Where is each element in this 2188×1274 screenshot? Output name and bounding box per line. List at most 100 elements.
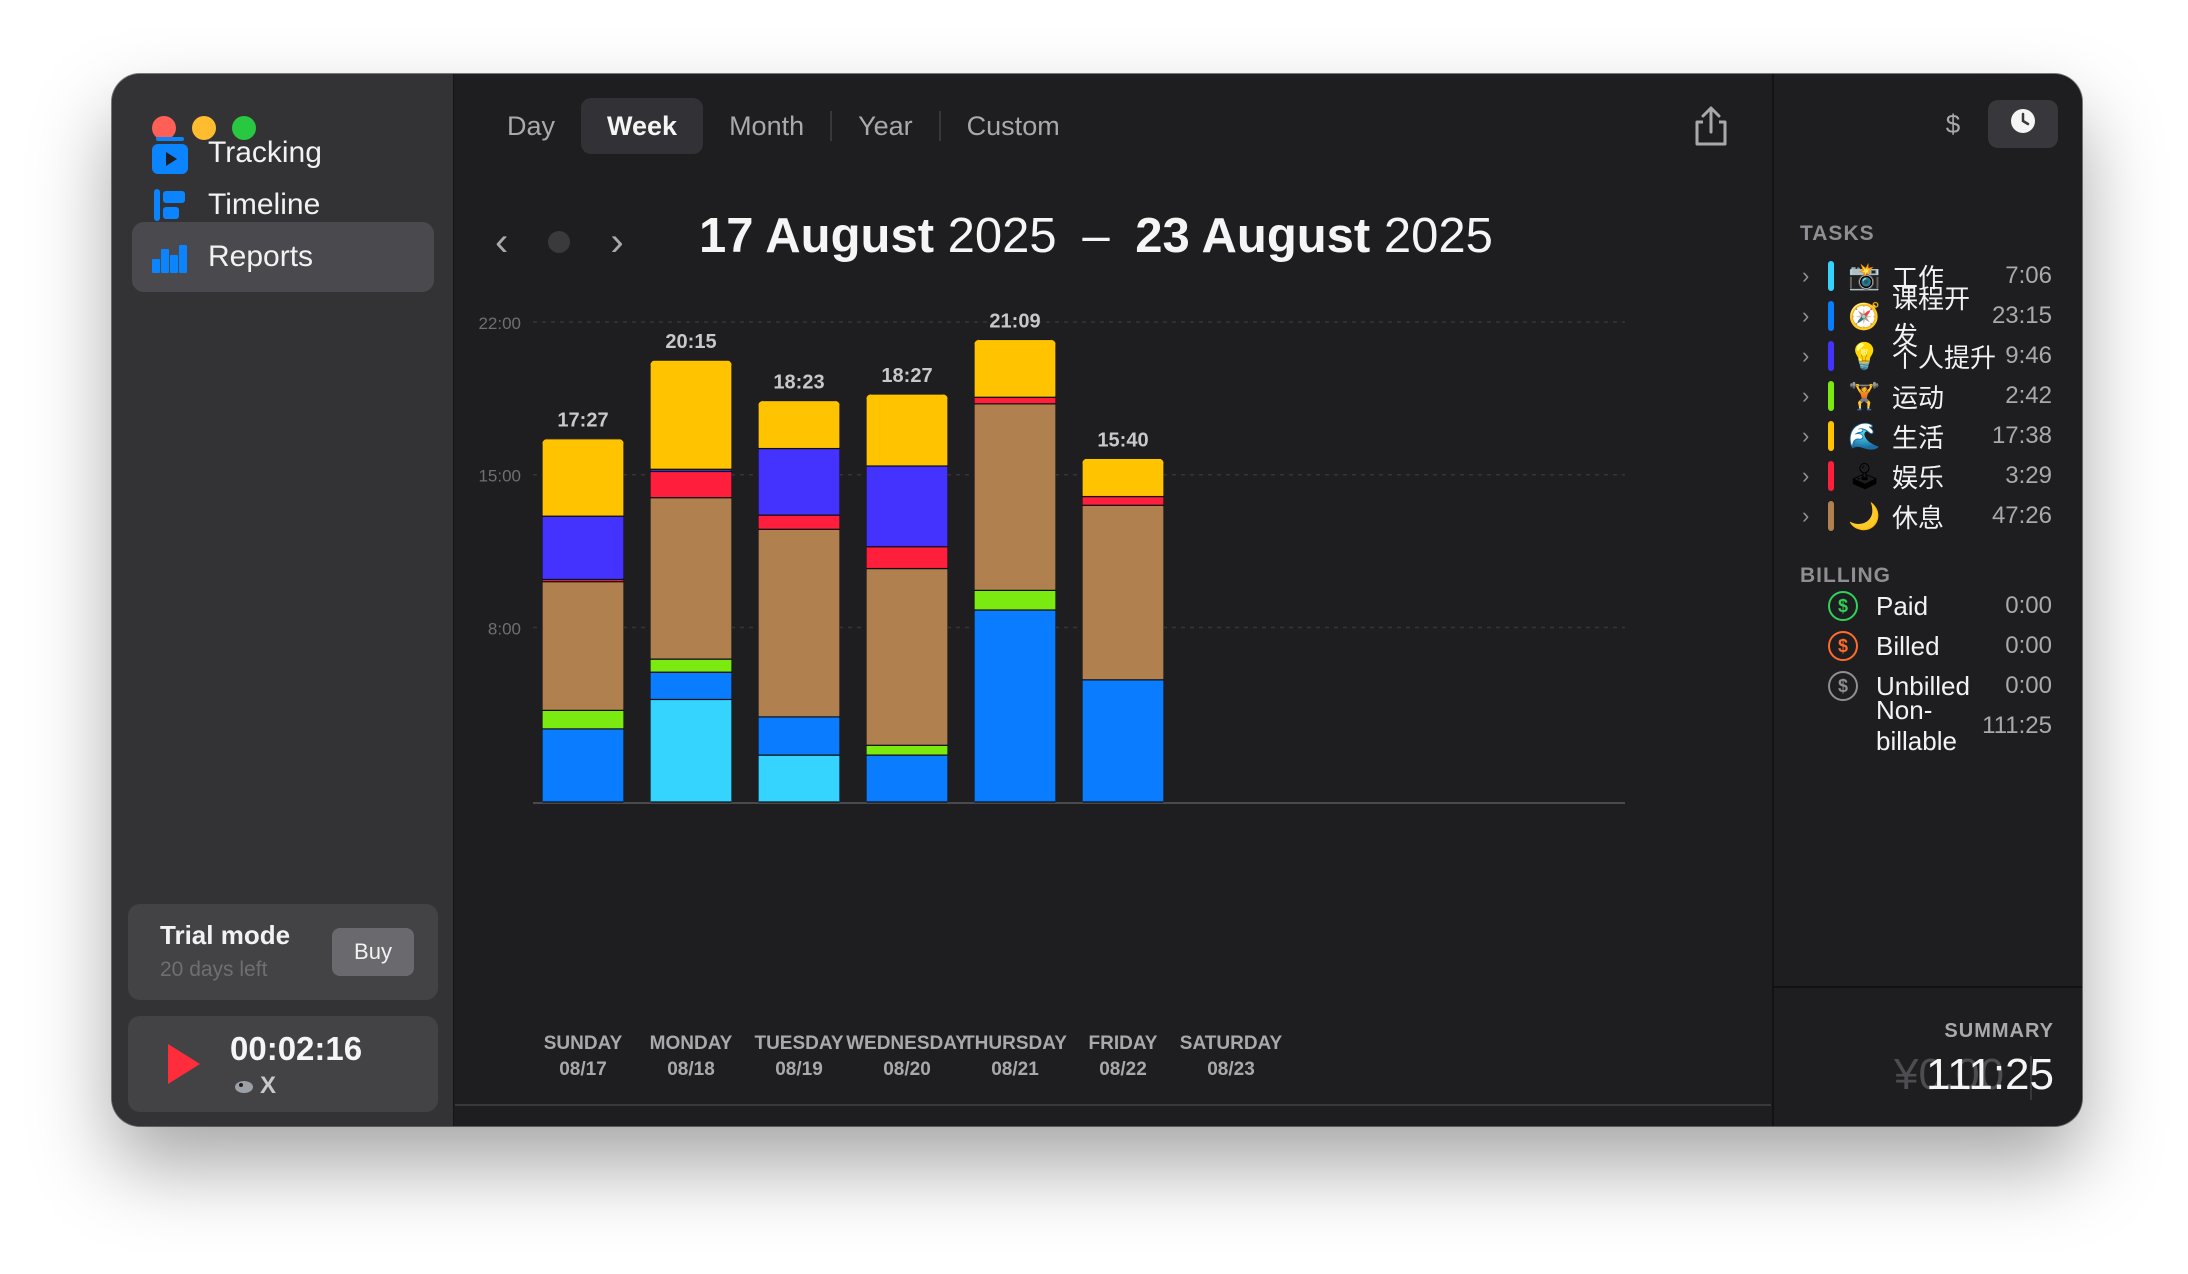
share-icon[interactable] <box>1691 104 1731 148</box>
task-color-swatch <box>1828 381 1834 411</box>
billing-row[interactable]: $ Unbilled 0:00 <box>1774 658 2082 714</box>
billing-row[interactable]: Non-billable 111:25 <box>1774 695 2082 756</box>
previous-period-button[interactable]: ‹ <box>495 220 509 264</box>
task-row[interactable]: › 🌊 生活 17:38 <box>1774 408 2082 464</box>
bar-total-label: 18:27 <box>881 365 932 387</box>
minimize-window-button[interactable] <box>192 116 216 140</box>
day-bar[interactable] <box>650 360 732 803</box>
weekly-chart: 8:00 15:00 22:00 17:27 20:15 18:23 18:27 21:09 1… <box>455 294 1771 994</box>
x-tick-date: 08/18 <box>667 1059 715 1080</box>
range-dash: – <box>1082 209 1110 263</box>
trial-banner: Trial mode 20 days left Buy <box>128 904 438 1000</box>
bar-segment <box>974 339 1056 398</box>
task-row[interactable]: › 🏋 运动 2:42 <box>1774 368 2082 424</box>
money-view-button[interactable]: $ <box>1945 108 1961 139</box>
tab-month[interactable]: Month <box>729 110 805 141</box>
x-tick-day: SATURDAY <box>1179 1033 1283 1054</box>
tab-day[interactable]: Day <box>507 110 556 141</box>
billing-label: Paid <box>1876 590 1929 621</box>
task-color-swatch <box>1828 261 1834 291</box>
sidebar: Tracking Timeline Reports Trial mode 20 … <box>112 74 454 1126</box>
x-tick-day: MONDAY <box>649 1033 733 1054</box>
bar-segment <box>1082 679 1164 803</box>
billing-row[interactable]: $ Paid 0:00 <box>1774 578 2082 634</box>
task-row[interactable]: › 📸 工作 7:06 <box>1774 248 2082 304</box>
dollar-icon: $ <box>1828 631 1858 661</box>
date-range-title: 17 August 2025 – 23 August 2025 <box>699 208 1493 264</box>
day-bar[interactable] <box>1082 458 1164 803</box>
billing-row[interactable]: $ Billed 0:00 <box>1774 618 2082 674</box>
bar-segment <box>866 465 948 548</box>
task-emoji-icon: 🌙 <box>1848 500 1881 531</box>
billing-value: 111:25 <box>1982 712 2052 739</box>
sidebar-item-reports[interactable]: Reports <box>132 222 434 292</box>
day-bar[interactable] <box>758 400 840 803</box>
buy-button[interactable]: Buy <box>332 928 414 976</box>
x-tick-date: 08/21 <box>991 1059 1039 1080</box>
task-row[interactable]: › 🧭 课程开发 23:15 <box>1774 284 2082 351</box>
dollar-icon: $ <box>1828 671 1858 701</box>
x-tick-day: THURSDAY <box>963 1033 1067 1054</box>
day-bar[interactable] <box>542 438 624 803</box>
chevron-right-icon[interactable]: › <box>1802 463 1810 488</box>
sidebar-item-timeline[interactable]: Timeline <box>132 170 434 240</box>
trial-title: Trial mode <box>160 920 291 950</box>
day-bar[interactable] <box>866 394 948 803</box>
x-tick-date: 08/19 <box>775 1059 823 1080</box>
bar-segment <box>758 514 840 530</box>
play-icon[interactable] <box>168 1044 200 1084</box>
bar-total-label: 17:27 <box>557 410 608 432</box>
chevron-right-icon[interactable]: › <box>1802 503 1810 528</box>
chevron-right-icon[interactable]: › <box>1802 303 1810 328</box>
current-period-button[interactable] <box>548 231 571 253</box>
task-row[interactable]: › 💡 个人提升 9:46 <box>1774 328 2082 384</box>
x-tick-date: 08/20 <box>883 1059 931 1080</box>
chevron-right-icon[interactable]: › <box>1802 423 1810 448</box>
bar-segment <box>1082 495 1164 506</box>
chevron-right-icon[interactable]: › <box>1802 343 1810 368</box>
bar-segment <box>758 528 840 718</box>
task-name: 课程开发 <box>1892 284 1971 351</box>
chevron-right-icon[interactable]: › <box>1802 383 1810 408</box>
chevron-right-icon[interactable]: › <box>1802 263 1810 288</box>
timer-task: X <box>234 1072 276 1100</box>
task-row[interactable]: › 🌙 休息 47:26 <box>1774 488 2082 544</box>
sidebar-item-tracking[interactable]: Tracking <box>132 118 434 188</box>
task-emoji-icon: 🏋 <box>1848 380 1881 411</box>
range-end-year: 2025 <box>1383 209 1493 263</box>
zoom-window-button[interactable] <box>232 116 256 140</box>
tab-year[interactable]: Year <box>858 110 913 141</box>
task-row[interactable]: › 🕹 娱乐 3:29 <box>1774 448 2082 504</box>
task-duration: 3:29 <box>2005 462 2052 489</box>
sidebar-item-label: Timeline <box>208 188 321 221</box>
trial-days-left: 20 days left <box>160 958 268 981</box>
summary-divider <box>2030 1056 2032 1100</box>
billing-value: 0:00 <box>2005 632 2052 659</box>
period-tabs: Day Week Month Year Custom <box>481 98 1086 154</box>
close-window-button[interactable] <box>152 116 176 140</box>
billing-label: Unbilled <box>1876 670 1970 701</box>
timeline-icon <box>152 187 188 223</box>
time-view-button[interactable] <box>1988 100 2058 148</box>
task-emoji-icon: 🌊 <box>1848 420 1881 451</box>
bar-segment <box>974 589 1056 611</box>
tab-week[interactable]: Week <box>581 98 704 154</box>
task-duration: 47:26 <box>1991 502 2052 529</box>
bar-segment <box>542 581 624 711</box>
y-tick-label: 15:00 <box>478 467 521 486</box>
bar-segment <box>542 515 624 581</box>
sidebar-item-label: Reports <box>208 240 314 273</box>
next-period-button[interactable]: › <box>610 220 624 264</box>
x-tick-day: WEDNESDAY <box>846 1033 968 1054</box>
clock-icon <box>2010 108 2036 141</box>
bar-total-label: 15:40 <box>1097 429 1148 451</box>
task-duration: 2:42 <box>2005 382 2052 409</box>
bar-segment <box>866 744 948 756</box>
day-bar[interactable] <box>974 339 1056 803</box>
tab-divider <box>938 111 941 141</box>
x-tick-label: FRIDAY 08/22 <box>1048 1031 1198 1083</box>
tab-custom[interactable]: Custom <box>966 110 1060 141</box>
stacked-bar-chart: 8:00 15:00 22:00 17:27 20:15 18:23 18:27 21:09 1… <box>478 310 1625 804</box>
bar-segment <box>1082 504 1164 681</box>
bar-segment <box>758 754 840 803</box>
